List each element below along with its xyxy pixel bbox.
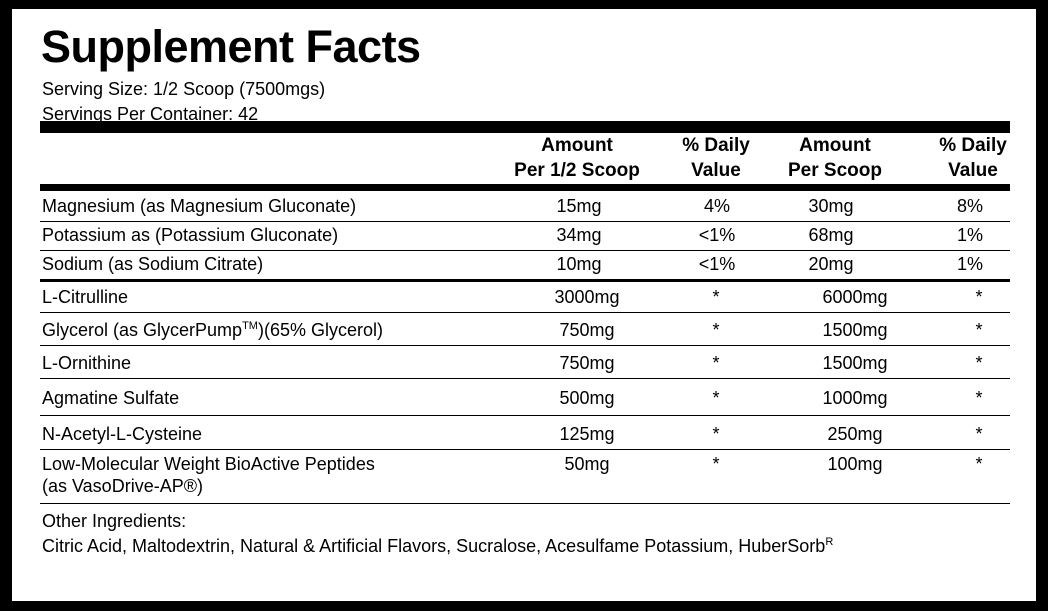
name-line: N-Acetyl-L-Cysteine xyxy=(42,423,202,445)
amount: 3000mg xyxy=(554,287,620,307)
amount: <1% xyxy=(698,254,736,274)
amount: 50mg xyxy=(564,454,610,474)
column-header: % Daily Value xyxy=(682,133,750,183)
other-superscript: R xyxy=(825,536,834,548)
row-rule xyxy=(40,378,1010,379)
name-line: Glycerol (as GlycerPumpTM)(65% Glycerol) xyxy=(42,319,383,341)
amount: * xyxy=(712,424,720,444)
amount: 1000mg xyxy=(822,388,888,408)
serving-size: Serving Size: 1/2 Scoop (7500mgs) xyxy=(42,79,326,99)
row-rule xyxy=(40,345,1010,346)
amount: 500mg xyxy=(559,388,615,408)
amount: 750mg xyxy=(559,320,615,340)
ingredient-name: Sodium (as Sodium Citrate) xyxy=(42,253,263,275)
name-text: L-Ornithine xyxy=(42,353,132,373)
medium-rule xyxy=(40,279,1010,282)
column-header-line: % Daily xyxy=(939,135,1007,156)
amount: * xyxy=(975,454,983,474)
amount: 68mg xyxy=(808,225,854,245)
amount: 34mg xyxy=(556,225,602,245)
column-header: Amount Per 1/2 Scoop xyxy=(514,133,640,183)
name-text: Magnesium (as Magnesium Gluconate) xyxy=(42,196,357,216)
amount: * xyxy=(975,388,983,408)
amount: 750mg xyxy=(559,353,615,373)
name-line: Low-Molecular Weight BioActive Peptides xyxy=(42,453,375,475)
amount: 6000mg xyxy=(822,287,888,307)
amount: * xyxy=(712,353,720,373)
ingredient-name: Agmatine Sulfate xyxy=(42,387,179,409)
amount: 1500mg xyxy=(822,353,888,373)
amount: 15mg xyxy=(556,196,602,216)
row-rule xyxy=(40,415,1010,416)
column-header: Amount Per Scoop xyxy=(788,133,882,183)
servings-per-container: Servings Per Container: 42 xyxy=(42,104,259,124)
ingredient-name: Glycerol (as GlycerPumpTM)(65% Glycerol) xyxy=(42,319,383,341)
amount: * xyxy=(975,320,983,340)
ingredient-name: L-Citrulline xyxy=(42,286,128,308)
name-text: N-Acetyl-L-Cysteine xyxy=(42,424,203,444)
column-header: % Daily Value xyxy=(939,133,1007,183)
name-text: Sodium (as Sodium Citrate) xyxy=(42,254,264,274)
amount: <1% xyxy=(698,225,736,245)
name-text: Low-Molecular Weight BioActive Peptides xyxy=(42,454,375,474)
amount: * xyxy=(975,424,983,444)
amount: 125mg xyxy=(559,424,615,444)
amount: * xyxy=(712,388,720,408)
ingredient-name: Low-Molecular Weight BioActive Peptides(… xyxy=(42,453,375,497)
row-rule xyxy=(40,449,1010,450)
amount: 10mg xyxy=(556,254,602,274)
column-header-line: Per 1/2 Scoop xyxy=(514,160,640,181)
column-header-line: % Daily xyxy=(682,135,750,156)
column-header-line: Amount xyxy=(541,135,613,156)
name-line: Magnesium (as Magnesium Gluconate) xyxy=(42,195,356,217)
amount: 1% xyxy=(956,225,984,245)
name-superscript: TM xyxy=(242,320,258,332)
name-line: L-Ornithine xyxy=(42,352,131,374)
name-text: (as VasoDrive-AP®) xyxy=(42,476,203,496)
name-text: Agmatine Sulfate xyxy=(42,388,180,408)
ingredient-name: Potassium as (Potassium Gluconate) xyxy=(42,224,338,246)
other-text: Citric Acid, Maltodextrin, Natural & Art… xyxy=(42,535,833,557)
ingredient-name: L-Ornithine xyxy=(42,352,131,374)
amount: 4% xyxy=(703,196,731,216)
title: Supplement Facts xyxy=(41,21,421,72)
name-text: Glycerol (as GlycerPump xyxy=(42,320,243,340)
other-ingredients: Citric Acid, Maltodextrin, Natural & Art… xyxy=(42,536,826,556)
name-line: Agmatine Sulfate xyxy=(42,387,179,409)
amount: * xyxy=(712,454,720,474)
name-line: Potassium as (Potassium Gluconate) xyxy=(42,224,338,246)
row-rule xyxy=(40,221,1010,222)
amount: * xyxy=(712,320,720,340)
thick-rule xyxy=(40,121,1010,133)
ingredient-name: N-Acetyl-L-Cysteine xyxy=(42,423,202,445)
amount: 8% xyxy=(956,196,984,216)
name-line: L-Citrulline xyxy=(42,286,128,308)
amount: 1% xyxy=(956,254,984,274)
column-header-line: Value xyxy=(948,160,998,181)
amount: 1500mg xyxy=(822,320,888,340)
column-header-line: Value xyxy=(691,160,741,181)
other-label: Other Ingredients: xyxy=(42,511,187,531)
amount: * xyxy=(975,287,983,307)
name-line: (as VasoDrive-AP®) xyxy=(42,475,375,497)
amount: 250mg xyxy=(827,424,883,444)
amount: 30mg xyxy=(808,196,854,216)
row-rule xyxy=(40,312,1010,313)
name-text: )(65% Glycerol) xyxy=(257,320,383,340)
amount: 20mg xyxy=(808,254,854,274)
ingredient-name: Magnesium (as Magnesium Gluconate) xyxy=(42,195,356,217)
amount: * xyxy=(975,353,983,373)
name-text: Potassium as (Potassium Gluconate) xyxy=(42,225,339,245)
amount: 100mg xyxy=(827,454,883,474)
column-header-line: Amount xyxy=(799,135,871,156)
name-line: Sodium (as Sodium Citrate) xyxy=(42,253,263,275)
column-header-line: Per Scoop xyxy=(788,160,882,181)
name-text: L-Citrulline xyxy=(42,287,129,307)
row-rule xyxy=(40,503,1010,504)
thick-rule xyxy=(40,184,1010,191)
amount: * xyxy=(712,287,720,307)
row-rule xyxy=(40,250,1010,251)
